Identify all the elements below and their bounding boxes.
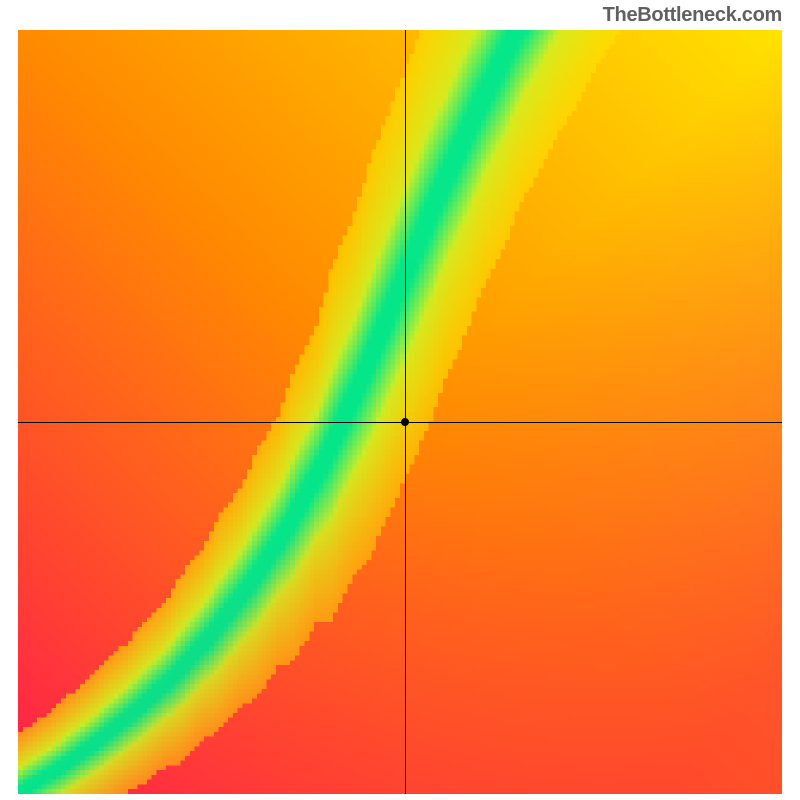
crosshair-vertical xyxy=(405,30,406,794)
bottleneck-heatmap xyxy=(18,30,782,794)
heatmap-canvas xyxy=(18,30,782,794)
crosshair-marker xyxy=(401,418,409,426)
watermark-text: TheBottleneck.com xyxy=(603,4,782,27)
crosshair-horizontal xyxy=(18,422,782,423)
